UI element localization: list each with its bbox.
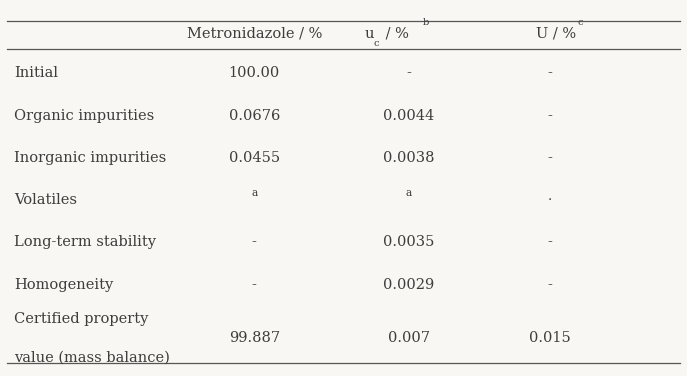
Text: c: c: [373, 39, 379, 48]
Text: 0.0044: 0.0044: [383, 109, 434, 123]
Text: Inorganic impurities: Inorganic impurities: [14, 151, 166, 165]
Text: Certified property: Certified property: [14, 312, 148, 326]
Text: -: -: [547, 277, 552, 292]
Text: 0.0035: 0.0035: [383, 235, 434, 249]
Text: Volatiles: Volatiles: [14, 193, 77, 207]
Text: -: -: [251, 277, 257, 292]
Text: -: -: [547, 109, 552, 123]
Text: -: -: [547, 66, 552, 80]
Text: b: b: [423, 18, 429, 27]
Text: u: u: [364, 27, 374, 41]
Text: / %: / %: [381, 27, 409, 41]
Text: 99.887: 99.887: [229, 331, 280, 346]
Text: c: c: [577, 18, 583, 27]
Text: Organic impurities: Organic impurities: [14, 109, 154, 123]
Text: -: -: [547, 235, 552, 249]
Text: U / %: U / %: [536, 27, 576, 41]
Text: -: -: [406, 66, 412, 80]
Text: Homogeneity: Homogeneity: [14, 277, 113, 292]
Text: 0.0455: 0.0455: [229, 151, 280, 165]
Text: Long-term stability: Long-term stability: [14, 235, 156, 249]
Text: -: -: [547, 151, 552, 165]
Text: 0.007: 0.007: [387, 331, 430, 346]
Text: 0.015: 0.015: [529, 331, 570, 346]
Text: 0.0029: 0.0029: [383, 277, 434, 292]
Text: 0.0038: 0.0038: [383, 151, 434, 165]
Text: -: -: [251, 235, 257, 249]
Text: ·: ·: [548, 194, 552, 206]
Text: value (mass balance): value (mass balance): [14, 351, 170, 365]
Text: 0.0676: 0.0676: [229, 109, 280, 123]
Text: Metronidazole / %: Metronidazole / %: [186, 27, 322, 41]
Text: 100.00: 100.00: [229, 66, 280, 80]
Text: a: a: [251, 188, 258, 197]
Text: Initial: Initial: [14, 66, 58, 80]
Text: a: a: [405, 188, 412, 197]
